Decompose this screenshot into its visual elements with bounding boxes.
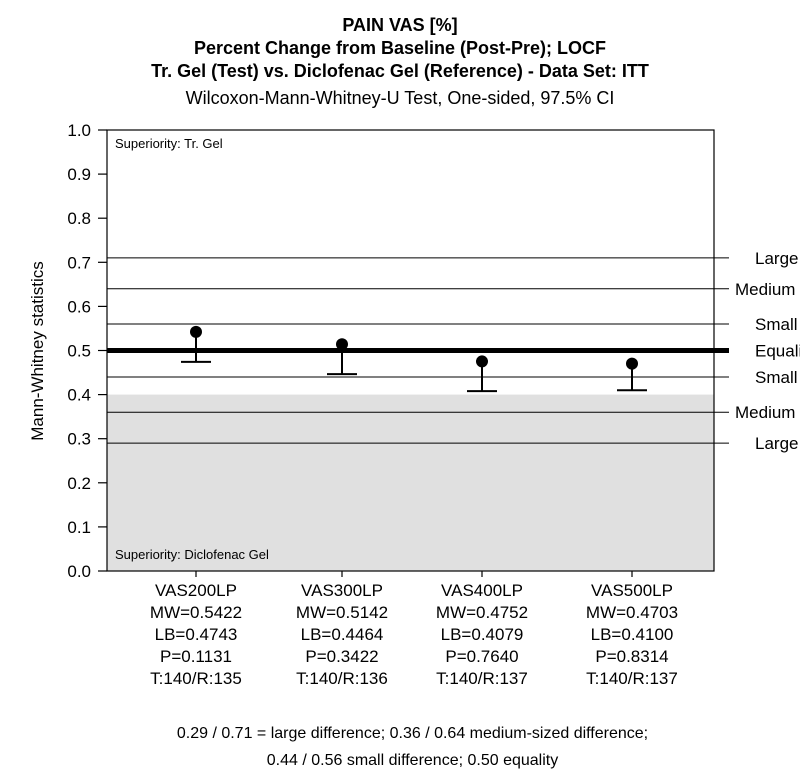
footnote-line-1: 0.29 / 0.71 = large difference; 0.36 / 0… [176,725,649,742]
reference-label-backdrop [729,313,800,336]
chart-title-line-2: Percent Change from Baseline (Post-Pre);… [193,38,607,58]
reference-label-backdrop [729,365,800,388]
reference-label-backdrop [729,246,800,269]
category-lb: LB=0.4079 [440,625,524,644]
reference-label: Medium [735,280,795,299]
category-n: T:140/R:136 [296,669,388,688]
region-label-top: Superiority: Tr. Gel [115,136,223,151]
mw-point [626,357,638,370]
category-mw: MW=0.5422 [149,603,243,622]
category-lb: LB=0.4464 [300,625,384,644]
category-p: P=0.8314 [595,647,669,666]
y-tick-label: 0.7 [67,253,91,272]
shaded-region [107,394,714,571]
category-mw: MW=0.4752 [435,603,529,622]
category-p: P=0.3422 [305,647,379,666]
category-label-1: VAS200LP MW=0.5422 LB=0.4743 P=0.1131 T:… [116,580,276,690]
category-name: VAS400LP [441,581,523,600]
category-mw: MW=0.5142 [295,603,389,622]
reference-label: Small [755,315,798,334]
chart-title-block: PAIN VAS [%] Percent Change from Baselin… [0,14,800,113]
chart-footnote: 0.29 / 0.71 = large difference; 0.36 / 0… [0,720,800,774]
category-n: T:140/R:137 [586,669,678,688]
reference-label: Equality [755,342,800,361]
category-name: VAS500LP [591,581,673,600]
footnote-line-2: 0.44 / 0.56 small difference; 0.50 equal… [266,752,559,769]
mw-point [476,355,488,368]
category-name: VAS200LP [155,581,237,600]
mw-point [336,338,348,351]
y-tick-label: 0.3 [67,430,91,449]
reference-label-backdrop [729,277,800,300]
y-tick-label: 0.5 [67,342,91,361]
category-name: VAS300LP [301,581,383,600]
category-label-2: VAS300LP MW=0.5142 LB=0.4464 P=0.3422 T:… [262,580,422,690]
category-lb: LB=0.4743 [154,625,238,644]
reference-label-backdrop [729,432,800,455]
category-lb: LB=0.4100 [590,625,674,644]
y-tick-label: 0.0 [67,562,91,581]
category-label-4: VAS500LP MW=0.4703 LB=0.4100 P=0.8314 T:… [552,580,712,690]
category-p: P=0.7640 [445,647,519,666]
y-tick-label: 0.6 [67,297,91,316]
reference-label-backdrop [729,401,800,424]
y-tick-label: 0.8 [67,209,91,228]
reference-label-backdrop [729,339,800,362]
category-mw: MW=0.4703 [585,603,679,622]
category-label-3: VAS400LP MW=0.4752 LB=0.4079 P=0.7640 T:… [402,580,562,690]
reference-label: Large [755,434,798,453]
region-label-bottom: Superiority: Diclofenac Gel [115,547,269,562]
chart-subtitle: Wilcoxon-Mann-Whitney-U Test, One-sided,… [185,88,615,108]
reference-label: Large [755,249,798,268]
mw-point [190,325,202,338]
chart-title-line-3: Tr. Gel (Test) vs. Diclofenac Gel (Refer… [151,61,649,81]
y-tick-label: 0.9 [67,165,91,184]
reference-label: Medium [735,403,795,422]
y-tick-label: 0.2 [67,474,91,493]
category-n: T:140/R:135 [150,669,242,688]
category-n: T:140/R:137 [436,669,528,688]
category-p: P=0.1131 [159,647,232,666]
y-tick-label: 0.4 [67,386,91,405]
reference-label: Small [755,368,798,387]
y-tick-label: 1.0 [67,121,91,140]
chart-title-line-1: PAIN VAS [%] [342,15,458,35]
y-tick-label: 0.1 [67,518,91,537]
